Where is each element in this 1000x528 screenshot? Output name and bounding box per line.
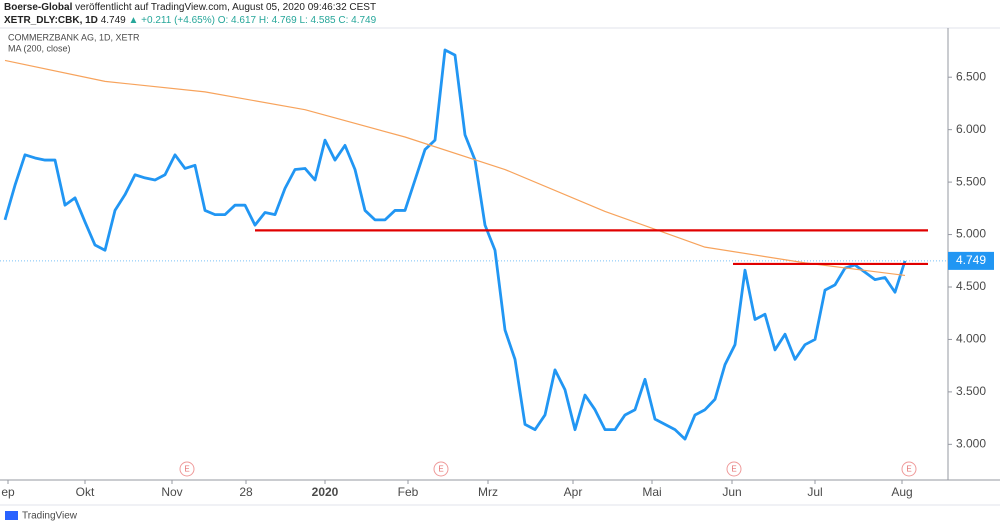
x-tick-label: 28 bbox=[239, 485, 253, 499]
ma-line bbox=[4, 59, 906, 277]
y-tick-label: 6.500 bbox=[956, 69, 986, 83]
event-marker bbox=[433, 461, 449, 477]
logo bbox=[5, 511, 18, 520]
x-tick-label: Feb bbox=[398, 485, 419, 499]
event-marker bbox=[726, 461, 742, 477]
author: Boerse-Global bbox=[4, 2, 73, 13]
x-tick-label: Jun bbox=[722, 485, 741, 499]
y-tick-label: 5.000 bbox=[956, 227, 986, 241]
ohlc: O: 4.617 H: 4.769 L: 4.585 C: 4.749 bbox=[218, 15, 377, 26]
y-tick-label: 4.000 bbox=[956, 332, 986, 346]
header-line: Boerse-Global veröffentlicht auf Trading… bbox=[4, 2, 376, 13]
y-tick-label: 6.000 bbox=[956, 122, 986, 136]
y-tick-label: 3.000 bbox=[956, 437, 986, 451]
event-label: E bbox=[438, 465, 443, 474]
price-line bbox=[3, 48, 907, 441]
chart-title: COMMERZBANK AG, 1D, XETR bbox=[8, 32, 140, 42]
y-tick-label: 5.500 bbox=[956, 174, 986, 188]
event-label: E bbox=[731, 465, 736, 474]
x-tick-label: Apr bbox=[564, 485, 583, 499]
x-tick-label: Jul bbox=[807, 485, 822, 499]
x-tick-label: Nov bbox=[161, 485, 182, 499]
event-label: E bbox=[906, 465, 911, 474]
x-tick-label: Mai bbox=[642, 485, 661, 499]
x-tick-label: 2020 bbox=[312, 485, 339, 499]
last-price-box bbox=[948, 251, 994, 270]
event-marker bbox=[179, 461, 195, 477]
y-tick-label: 3.500 bbox=[956, 384, 986, 398]
indicator-label: MA (200, close) bbox=[8, 43, 71, 53]
y-tick-label: 4.500 bbox=[956, 279, 986, 293]
x-tick-label: Aug bbox=[891, 485, 912, 499]
last: 4.749 bbox=[101, 15, 126, 26]
change: ▲ +0.211 (+4.65%) bbox=[129, 15, 215, 26]
last-price-label: 4.749 bbox=[956, 253, 986, 267]
x-tick-label: ep bbox=[1, 485, 15, 499]
symbol: XETR_DLY:CBK, 1D bbox=[4, 15, 98, 26]
footer-brand: TradingView bbox=[22, 511, 78, 522]
x-tick-label: Okt bbox=[76, 485, 95, 499]
event-marker bbox=[901, 461, 917, 477]
quote-line: XETR_DLY:CBK, 1D 4.749 ▲ +0.211 (+4.65%)… bbox=[4, 15, 377, 26]
published: veröffentlicht auf TradingView.com, Augu… bbox=[75, 2, 376, 13]
event-label: E bbox=[184, 465, 189, 474]
x-tick-label: Mrz bbox=[478, 485, 498, 499]
